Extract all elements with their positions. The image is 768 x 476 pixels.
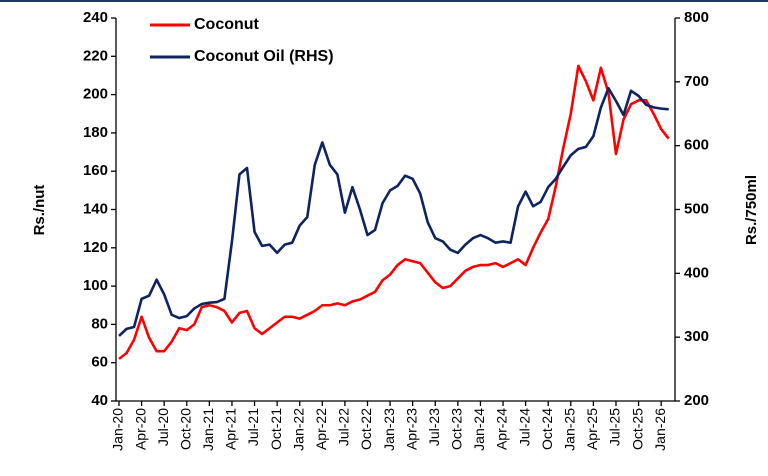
x-tick-label: Oct-21 xyxy=(268,408,284,450)
y-tick-label: 100 xyxy=(83,277,108,294)
y2-tick-label: 700 xyxy=(684,73,709,90)
y-tick-label: 140 xyxy=(83,200,108,217)
x-tick-label: Jan-24 xyxy=(471,408,487,451)
x-tick-label: Jul-21 xyxy=(245,408,261,446)
legend-label: Coconut Oil (RHS) xyxy=(194,48,334,65)
y-tick-label: 60 xyxy=(91,354,108,371)
y-axis-label: Rs./nut xyxy=(31,185,48,236)
x-tick-label: Apr-24 xyxy=(494,408,510,450)
x-tick-label: Jul-25 xyxy=(607,408,623,446)
x-tick-label: Apr-20 xyxy=(132,408,148,450)
x-tick-label: Jan-26 xyxy=(652,408,668,451)
x-tick-label: Oct-20 xyxy=(177,408,193,450)
y2-tick-label: 600 xyxy=(684,137,709,154)
series-line xyxy=(118,64,670,360)
x-tick-label: Apr-22 xyxy=(313,408,329,450)
y-tick-label: 240 xyxy=(83,9,108,26)
x-tick-label: Jul-20 xyxy=(155,408,171,446)
y2-tick-label: 400 xyxy=(684,264,709,281)
y2-tick-label: 200 xyxy=(684,392,709,409)
x-tick-label: Jan-20 xyxy=(110,408,126,451)
x-tick-label: Oct-23 xyxy=(449,408,465,450)
x-tick-label: Oct-25 xyxy=(629,408,645,450)
y2-tick-label: 300 xyxy=(684,328,709,345)
legend-label: Coconut xyxy=(194,16,260,33)
x-tick-label: Jan-21 xyxy=(200,408,216,451)
x-tick-label: Apr-25 xyxy=(584,408,600,450)
x-tick-label: Jan-25 xyxy=(562,408,578,451)
y-tick-label: 80 xyxy=(91,315,108,332)
y2-tick-label: 500 xyxy=(684,200,709,217)
y-tick-label: 180 xyxy=(83,124,108,141)
x-tick-label: Jan-23 xyxy=(381,408,397,451)
x-tick-label: Apr-21 xyxy=(223,408,239,450)
series-line xyxy=(118,86,669,337)
x-tick-label: Jul-22 xyxy=(336,408,352,446)
y-tick-label: 40 xyxy=(91,392,108,409)
y2-axis-label: Rs./750ml xyxy=(743,175,760,245)
y-tick-label: 120 xyxy=(83,239,108,256)
x-tick-label: Jul-23 xyxy=(426,408,442,446)
y-tick-label: 200 xyxy=(83,86,108,103)
x-tick-label: Apr-23 xyxy=(403,408,419,450)
x-tick-label: Oct-24 xyxy=(539,408,555,450)
x-tick-label: Jul-24 xyxy=(516,408,532,446)
y-tick-label: 220 xyxy=(83,47,108,64)
x-tick-label: Jan-22 xyxy=(290,408,306,451)
y-tick-label: 160 xyxy=(83,162,108,179)
x-tick-label: Oct-22 xyxy=(358,408,374,450)
y2-tick-label: 800 xyxy=(684,9,709,26)
